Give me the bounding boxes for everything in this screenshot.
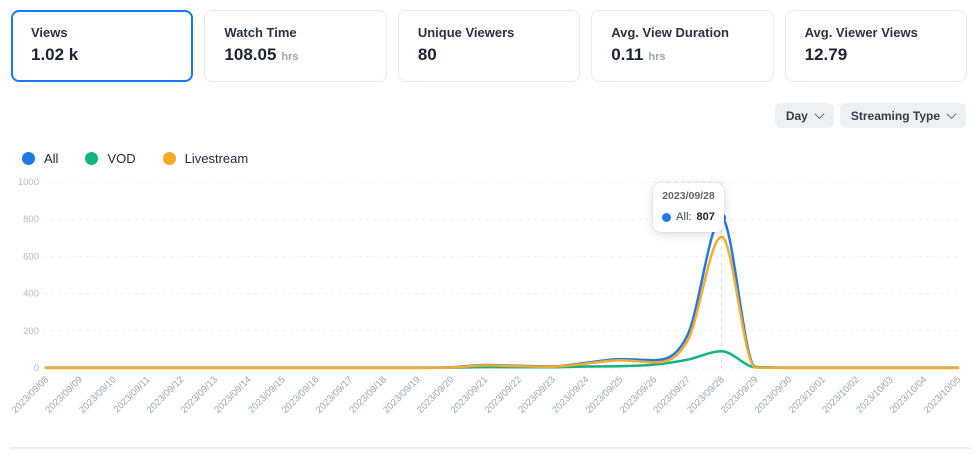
legend-label: VOD bbox=[107, 151, 136, 166]
card-unit: hrs bbox=[281, 51, 299, 63]
chevron-down-icon bbox=[946, 109, 957, 120]
y-axis-tick-label: 800 bbox=[23, 214, 39, 225]
y-axis-tick-label: 400 bbox=[23, 289, 39, 300]
legend-label: All bbox=[44, 151, 59, 166]
card-value: 108.05 bbox=[224, 45, 277, 64]
day-dropdown[interactable]: Day bbox=[774, 103, 834, 128]
views-line-chart[interactable]: 020040060080010002023/09/082023/09/09202… bbox=[0, 177, 980, 432]
card-label: Unique Viewers bbox=[417, 25, 515, 40]
card-avg-viewer-views[interactable]: Avg. Viewer Views 12.79 bbox=[784, 10, 968, 82]
y-axis-tick-label: 0 bbox=[34, 363, 39, 374]
y-axis-tick-label: 600 bbox=[23, 251, 39, 262]
streaming-type-dropdown[interactable]: Streaming Type bbox=[839, 103, 966, 128]
card-value: 1.02 k bbox=[31, 45, 79, 64]
card-avg-view-duration[interactable]: Avg. View Duration 0.11 hrs bbox=[591, 10, 774, 82]
all-series-dot-icon bbox=[22, 152, 35, 165]
vod-series-dot-icon bbox=[85, 152, 99, 165]
card-label: Views bbox=[31, 25, 68, 40]
tooltip-series-name: All: bbox=[676, 211, 692, 223]
chart-legend: All VOD Livestream bbox=[0, 128, 980, 166]
stat-cards-row: Views 1.02 k Watch Time 108.05 hrs Uniqu… bbox=[0, 0, 980, 82]
bottom-divider bbox=[10, 447, 970, 449]
card-unit: hrs bbox=[648, 51, 666, 63]
tooltip-date: 2023/09/28 bbox=[662, 190, 715, 202]
card-label: Watch Time bbox=[224, 25, 297, 40]
card-unique-viewers[interactable]: Unique Viewers 80 bbox=[397, 10, 581, 82]
chart-tooltip: 2023/09/28 All: 807 bbox=[653, 183, 724, 232]
streaming-type-dropdown-label: Streaming Type bbox=[850, 108, 940, 123]
filters-row: Day Streaming Type bbox=[0, 82, 980, 128]
legend-item-livestream[interactable]: Livestream bbox=[162, 151, 249, 166]
card-value: 0.11 bbox=[611, 45, 644, 64]
y-axis-tick-label: 200 bbox=[23, 326, 39, 337]
card-views[interactable]: Views 1.02 k bbox=[11, 10, 194, 82]
legend-item-vod[interactable]: VOD bbox=[85, 151, 136, 166]
card-watch-time[interactable]: Watch Time 108.05 hrs bbox=[204, 10, 387, 82]
x-axis-tick-label: 2023/10/05 bbox=[922, 374, 963, 415]
livestream-series-dot-icon bbox=[162, 152, 176, 165]
legend-label: Livestream bbox=[184, 151, 249, 166]
card-label: Avg. View Duration bbox=[611, 25, 729, 40]
series-line-all bbox=[44, 216, 960, 369]
day-dropdown-label: Day bbox=[785, 108, 808, 123]
legend-item-all[interactable]: All bbox=[22, 151, 58, 166]
tooltip-series-dot-icon bbox=[662, 212, 672, 222]
card-value: 80 bbox=[417, 45, 437, 64]
chevron-down-icon bbox=[814, 109, 825, 120]
tooltip-series-value: 807 bbox=[696, 211, 715, 223]
card-value: 12.79 bbox=[804, 45, 848, 64]
series-line-livestream bbox=[44, 235, 960, 370]
y-axis-tick-label: 1000 bbox=[18, 177, 39, 188]
card-label: Avg. Viewer Views bbox=[804, 25, 918, 40]
